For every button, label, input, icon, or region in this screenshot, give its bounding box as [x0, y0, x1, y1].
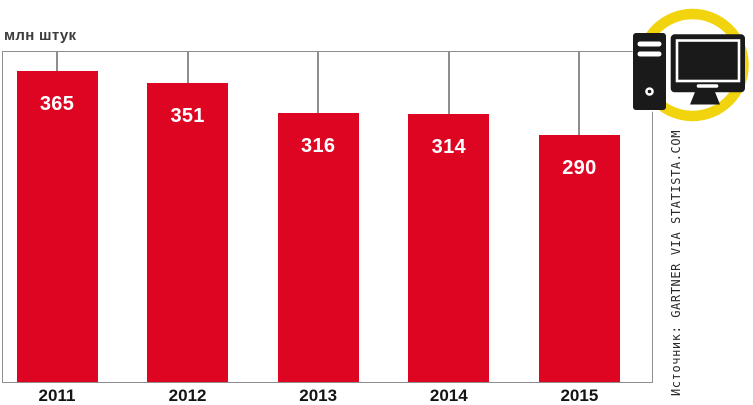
pc-tower-icon	[633, 33, 666, 110]
bar-value-label: 314	[431, 136, 466, 158]
bar-2012: 351	[147, 83, 229, 382]
bar-value-label: 290	[562, 157, 597, 179]
plot-area: 365 351 316 314 290	[2, 51, 653, 383]
x-tick-label: 2012	[168, 386, 207, 405]
x-tick-label: 2011	[38, 386, 76, 405]
tick-line	[186, 52, 189, 83]
x-tick-label: 2013	[299, 386, 338, 405]
bar-2011: 365	[16, 71, 98, 382]
desktop-computer-icon	[631, 3, 753, 127]
bar-2013: 316	[277, 113, 359, 382]
tick-line	[578, 52, 581, 135]
monitor-icon	[670, 34, 745, 105]
bar-value-label: 316	[301, 135, 336, 157]
bar-2014: 314	[408, 114, 490, 382]
bar-2015: 290	[538, 135, 620, 382]
source-note: Источник: GARTNER VIA STATISTA.COM	[669, 129, 683, 397]
tick-line	[317, 52, 320, 113]
bar-value-label: 351	[170, 105, 205, 127]
x-tick-label: 2014	[429, 386, 468, 405]
bar-value-label: 365	[39, 93, 75, 115]
tick-line	[447, 52, 450, 114]
tick-line	[56, 52, 58, 71]
x-tick-label: 2015	[560, 386, 599, 405]
unit-label: млн штук	[4, 27, 77, 44]
